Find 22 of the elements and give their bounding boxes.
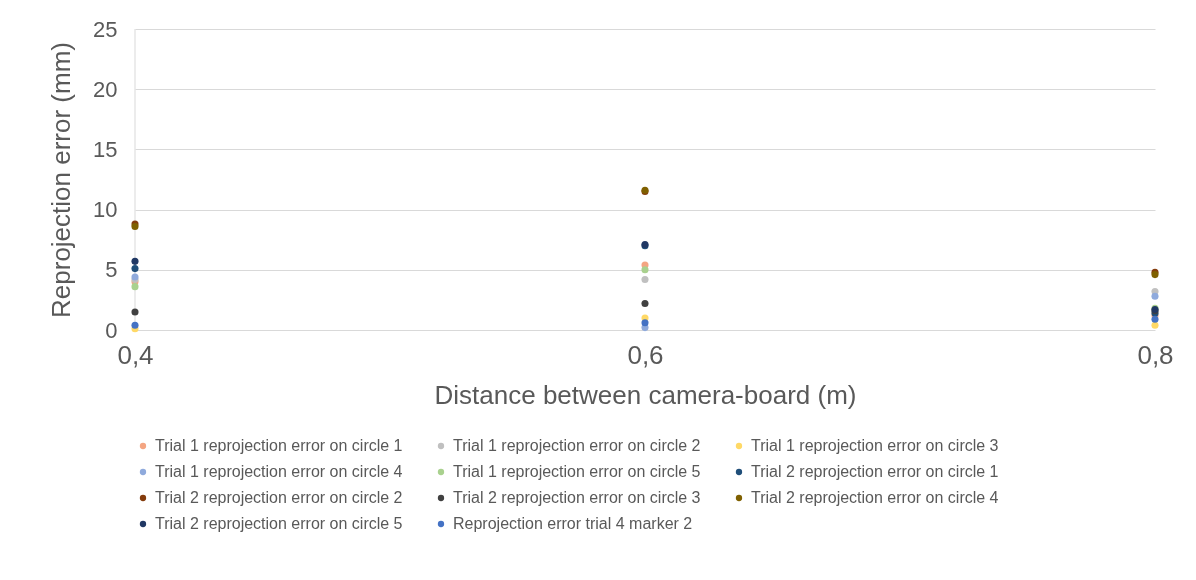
legend-label: Trial 1 reprojection error on circle 2 bbox=[453, 437, 701, 454]
y-axis-title: Reprojection error (mm) bbox=[46, 42, 77, 318]
legend-label: Trial 1 reprojection error on circle 5 bbox=[453, 463, 701, 480]
y-tick-label: 5 bbox=[105, 257, 118, 283]
legend-label: Trial 2 reprojection error on circle 1 bbox=[751, 463, 999, 480]
legend-label: Trial 1 reprojection error on circle 3 bbox=[751, 437, 999, 454]
x-tick-label: 0,8 bbox=[1137, 339, 1174, 370]
y-tick-label: 10 bbox=[93, 197, 118, 223]
y-tick-label: 20 bbox=[93, 76, 118, 102]
legend-label: Trial 2 reprojection error on circle 4 bbox=[751, 489, 999, 506]
legend-label: Trial 2 reprojection error on circle 3 bbox=[453, 489, 701, 506]
legend-label: Reprojection error trial 4 marker 2 bbox=[453, 515, 693, 532]
legend-label: Trial 2 reprojection error on circle 2 bbox=[155, 489, 403, 506]
legend-label: Trial 2 reprojection error on circle 5 bbox=[155, 515, 403, 532]
x-tick-label: 0,4 bbox=[117, 339, 154, 370]
y-tick-label: 15 bbox=[93, 136, 118, 162]
x-tick-label: 0,6 bbox=[627, 339, 664, 370]
legend-label: Trial 1 reprojection error on circle 4 bbox=[155, 463, 403, 480]
y-tick-label: 0 bbox=[105, 317, 118, 343]
legend-label: Trial 1 reprojection error on circle 1 bbox=[155, 437, 403, 454]
x-axis-title: Distance between camera-board (m) bbox=[434, 379, 857, 410]
y-tick-label: 25 bbox=[93, 16, 118, 42]
